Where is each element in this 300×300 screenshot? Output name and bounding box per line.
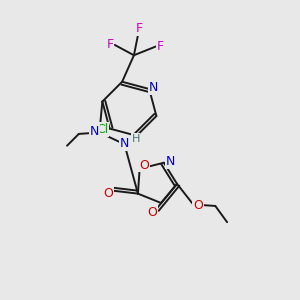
Text: F: F <box>136 22 143 35</box>
Text: N: N <box>119 137 129 150</box>
Text: O: O <box>103 187 113 200</box>
Text: O: O <box>193 199 203 212</box>
Text: N: N <box>149 81 159 94</box>
Text: N: N <box>166 155 175 168</box>
Text: Cl: Cl <box>96 123 108 136</box>
Text: O: O <box>139 159 149 172</box>
Text: F: F <box>157 40 164 53</box>
Text: F: F <box>106 38 114 51</box>
Text: H: H <box>131 134 140 144</box>
Text: N: N <box>89 125 99 138</box>
Text: O: O <box>148 206 158 219</box>
